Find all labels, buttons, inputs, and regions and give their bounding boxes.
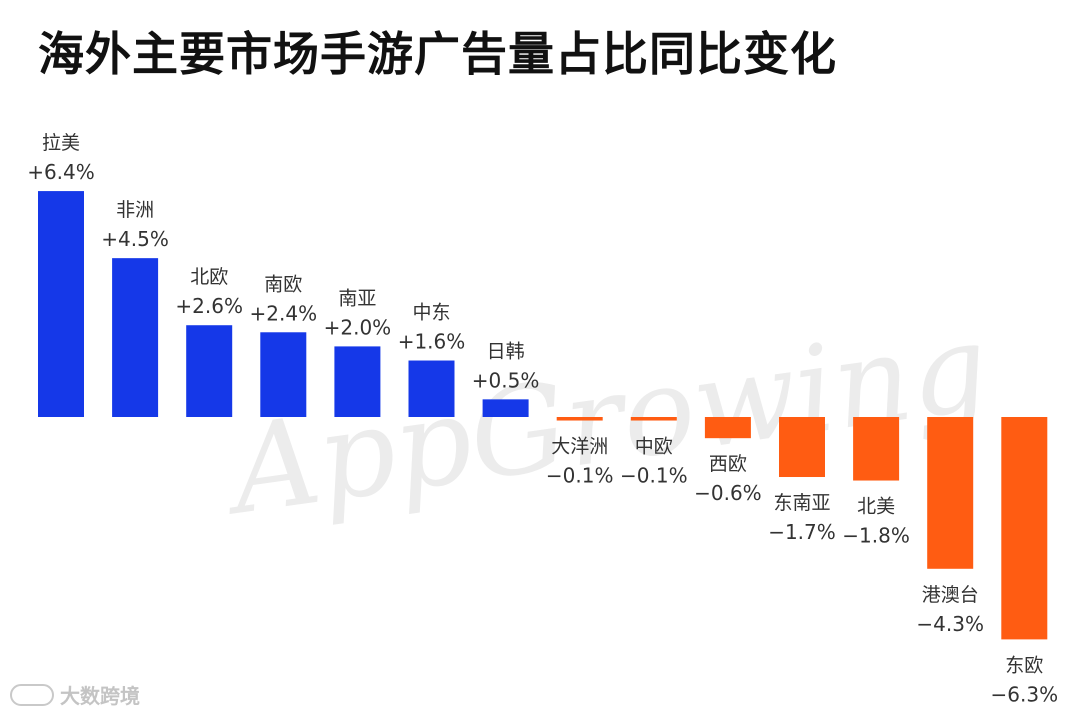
value-label: −1.7% (768, 520, 836, 544)
category-label: 东欧 (1005, 654, 1043, 676)
bar-2 (112, 258, 159, 417)
bar-14 (1001, 417, 1048, 640)
value-label: −6.3% (991, 682, 1059, 706)
labels-group: 拉美 +6.4% 非洲 +4.5% 北欧 +2.6% 南欧 +2.4% 南亚 +2.0% 中东 +1.… (27, 132, 1058, 706)
chart-title: 海外主要市场手游广告量占比同比变化 (38, 27, 837, 81)
category-label: 中欧 (635, 436, 673, 458)
category-label: 港澳台 (922, 584, 979, 606)
category-label: 日韩 (487, 340, 525, 362)
category-label: 拉美 (42, 132, 80, 154)
bar-4 (260, 332, 307, 417)
category-label: 西欧 (709, 453, 747, 475)
value-label: −4.3% (916, 612, 984, 636)
category-label: 南欧 (264, 273, 302, 295)
bar-11 (779, 417, 825, 478)
category-label: 东南亚 (773, 492, 830, 514)
bar-12 (853, 417, 900, 481)
category-label: 北欧 (190, 266, 228, 288)
value-label: +4.5% (101, 227, 169, 251)
bar-1 (38, 191, 84, 417)
value-label: +2.0% (324, 315, 392, 339)
bar-9 (630, 417, 677, 421)
category-label: 大洋洲 (551, 436, 608, 458)
value-label: +2.6% (175, 294, 243, 318)
footer-logo: 大数跨境 (10, 680, 140, 709)
value-label: −0.1% (546, 464, 614, 488)
bar-6 (408, 360, 455, 417)
bar-8 (556, 417, 603, 421)
category-label: 南亚 (338, 287, 376, 309)
bar-13 (927, 417, 974, 569)
bar-3 (186, 325, 233, 417)
value-label: −0.6% (694, 481, 762, 505)
logo-icon (10, 683, 54, 706)
value-label: +0.5% (472, 368, 540, 392)
bar-5 (334, 346, 381, 417)
category-label: 非洲 (116, 199, 154, 221)
value-label: +6.4% (27, 160, 95, 184)
value-label: −0.1% (620, 464, 688, 488)
category-label: 北美 (857, 496, 895, 518)
category-label: 中东 (412, 302, 450, 324)
bar-7 (482, 399, 529, 417)
value-label: −1.8% (842, 524, 910, 548)
value-label: +1.6% (398, 330, 466, 354)
bar-10 (704, 417, 751, 439)
bars-group (38, 191, 1048, 640)
value-label: +2.4% (250, 301, 318, 325)
footer-logo-text: 大数跨境 (60, 684, 140, 708)
